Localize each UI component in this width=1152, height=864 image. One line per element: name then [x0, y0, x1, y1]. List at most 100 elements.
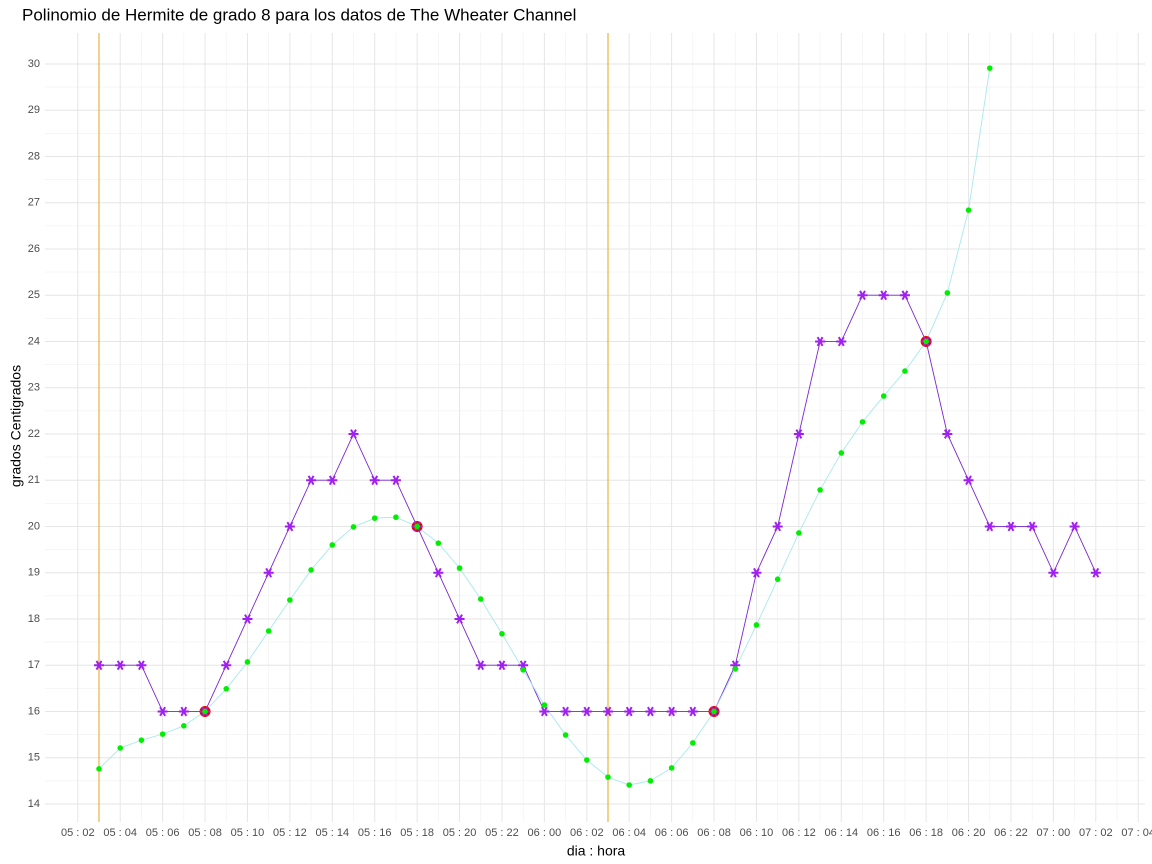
point	[202, 708, 208, 715]
x-tick-label: 06 : 10	[740, 827, 774, 839]
point	[393, 514, 399, 521]
star-marker	[942, 429, 953, 439]
y-tick-label: 15	[28, 752, 40, 764]
point	[711, 708, 717, 715]
point	[796, 530, 802, 536]
x-tick-label: 05 : 08	[188, 827, 222, 839]
point	[923, 338, 929, 345]
point	[287, 597, 293, 603]
x-tick-label: 06 : 12	[782, 827, 816, 839]
point	[753, 622, 760, 628]
point	[562, 732, 569, 738]
point	[329, 542, 336, 548]
x-tick-label: 05 : 10	[231, 827, 265, 839]
star-marker	[369, 475, 380, 486]
point	[605, 774, 611, 780]
y-tick-label: 16	[28, 705, 40, 717]
star-marker	[221, 660, 232, 671]
star-marker	[115, 660, 126, 671]
y-tick-label: 20	[28, 520, 40, 532]
point	[583, 757, 590, 763]
star-marker	[645, 706, 656, 717]
star-marker	[390, 475, 401, 486]
point	[817, 487, 823, 493]
x-tick-label: 07 : 00	[1037, 827, 1071, 839]
point	[986, 65, 993, 71]
point	[117, 745, 124, 751]
point	[371, 515, 378, 521]
star-marker	[878, 290, 889, 301]
star-marker	[284, 521, 295, 532]
point	[223, 686, 230, 692]
star-marker	[178, 706, 189, 717]
x-tick-label: 06 : 00	[528, 827, 562, 839]
star-marker	[539, 706, 550, 717]
x-tick-label: 05 : 06	[146, 827, 180, 839]
x-tick-label: 05 : 16	[358, 827, 392, 839]
point	[965, 207, 972, 213]
star-marker	[1027, 521, 1038, 532]
star-marker	[1069, 521, 1080, 532]
x-axis-label: dia : hora	[567, 843, 626, 859]
point	[668, 765, 675, 771]
star-marker	[327, 475, 338, 486]
star-marker	[793, 429, 804, 439]
star-marker	[306, 475, 317, 486]
star-marker	[899, 290, 910, 301]
star-marker	[603, 706, 614, 717]
star-marker	[1090, 567, 1101, 578]
star-marker	[687, 706, 698, 717]
point	[541, 702, 548, 708]
point	[626, 782, 633, 788]
point	[265, 628, 272, 634]
point	[902, 368, 908, 374]
y-tick-label: 14	[28, 798, 40, 810]
y-tick-label: 24	[28, 335, 40, 347]
star-marker	[815, 336, 826, 347]
x-tick-label: 06 : 02	[570, 827, 604, 839]
star-marker	[475, 660, 486, 671]
y-tick-label: 28	[28, 150, 40, 162]
x-tick-label: 06 : 14	[824, 827, 858, 839]
point	[159, 731, 166, 737]
star-marker	[136, 660, 147, 671]
point	[477, 596, 484, 602]
star-marker	[263, 567, 274, 578]
x-tick-label: 05 : 12	[273, 827, 307, 839]
x-tick-label: 07 : 02	[1079, 827, 1113, 839]
x-tick-label: 05 : 20	[443, 827, 477, 839]
point	[859, 419, 866, 425]
point	[96, 766, 102, 772]
star-marker	[857, 290, 868, 301]
star-marker	[624, 706, 635, 717]
chart-title: Polinomio de Hermite de grado 8 para los…	[22, 5, 576, 24]
y-tick-label: 25	[28, 289, 40, 301]
star-marker	[1005, 521, 1016, 532]
star-marker	[348, 429, 359, 439]
star-marker	[984, 521, 995, 532]
y-tick-label: 27	[28, 197, 40, 209]
x-tick-label: 05 : 14	[315, 827, 349, 839]
x-tick-label: 06 : 22	[994, 827, 1028, 839]
x-tick-label: 05 : 02	[61, 827, 95, 839]
star-marker	[772, 521, 783, 532]
point	[774, 576, 781, 582]
star-marker	[1048, 567, 1059, 578]
x-tick-label: 06 : 18	[909, 827, 943, 839]
x-tick-label: 07 : 04	[1121, 827, 1152, 839]
point	[880, 393, 887, 399]
x-tick-label: 06 : 20	[952, 827, 986, 839]
y-tick-label: 23	[28, 382, 40, 394]
y-tick-label: 29	[28, 104, 40, 116]
point	[456, 565, 463, 571]
x-tick-label: 06 : 04	[612, 827, 646, 839]
point	[647, 778, 654, 784]
series-line	[98, 294, 1097, 712]
y-axis-label: grados Centigrados	[8, 365, 24, 487]
star-marker	[836, 336, 847, 347]
x-tick-label: 06 : 16	[867, 827, 901, 839]
x-tick-label: 05 : 18	[400, 827, 434, 839]
x-tick-label: 06 : 08	[697, 827, 731, 839]
point	[732, 666, 739, 672]
